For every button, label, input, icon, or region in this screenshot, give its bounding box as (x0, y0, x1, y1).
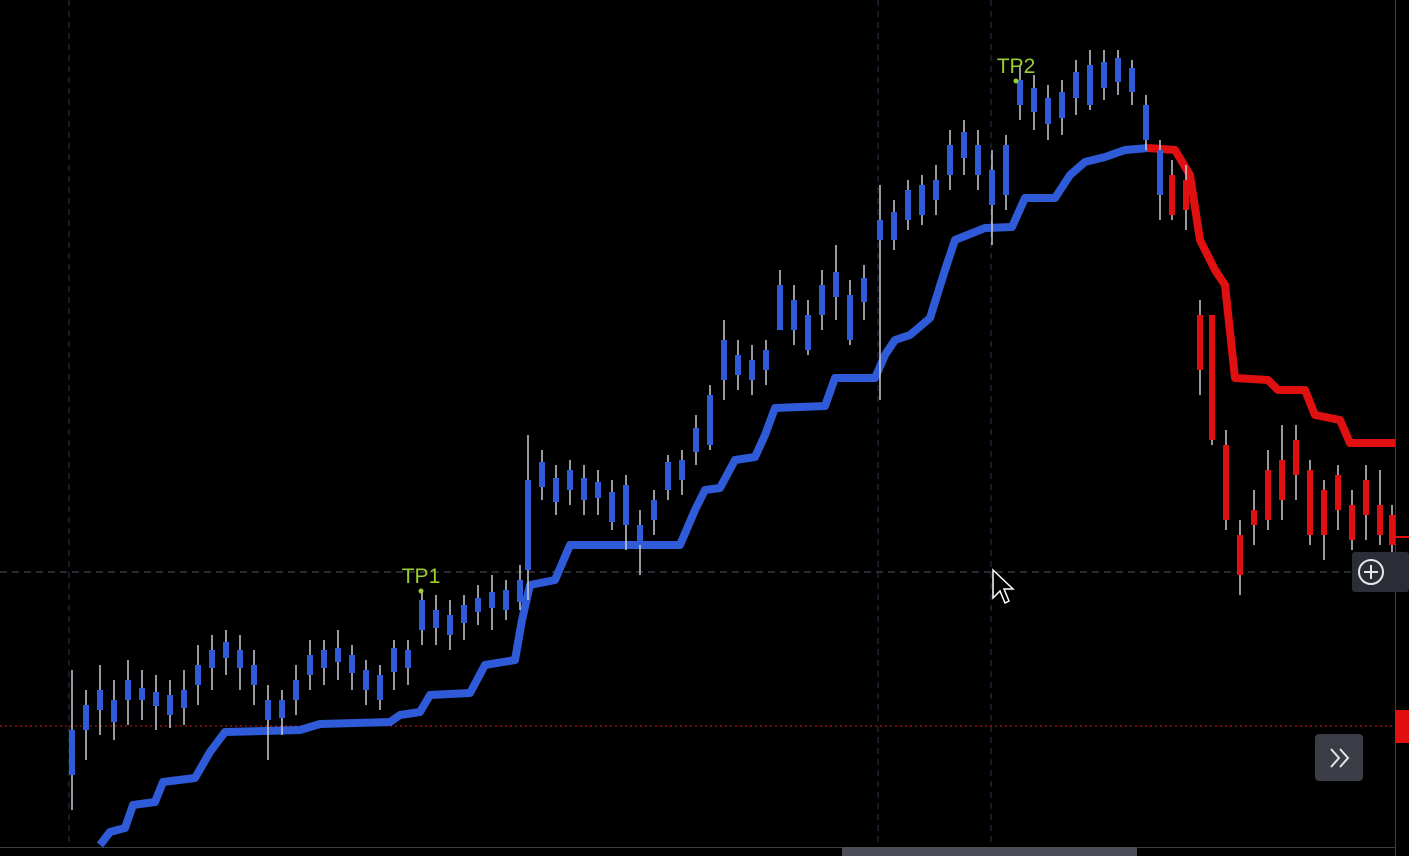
add-button[interactable] (1352, 552, 1409, 592)
marker-dot (1013, 78, 1019, 84)
marker-label: TP2 (997, 55, 1036, 78)
marker-label: TP1 (402, 565, 441, 588)
trend-line-up (96, 144, 1149, 848)
price-tag (1395, 710, 1409, 743)
button-background[interactable] (1352, 552, 1409, 592)
candle-bodies (1169, 175, 1395, 575)
scrollbar[interactable] (842, 847, 1137, 856)
scroll-end-button[interactable] (1315, 734, 1363, 781)
grid (68, 0, 992, 846)
icon (1358, 559, 1384, 585)
marker-dot (418, 588, 424, 594)
icon (1364, 565, 1378, 579)
mouse-cursor (992, 568, 1015, 605)
trend-line-down (1147, 144, 1395, 447)
icon (1330, 748, 1350, 768)
